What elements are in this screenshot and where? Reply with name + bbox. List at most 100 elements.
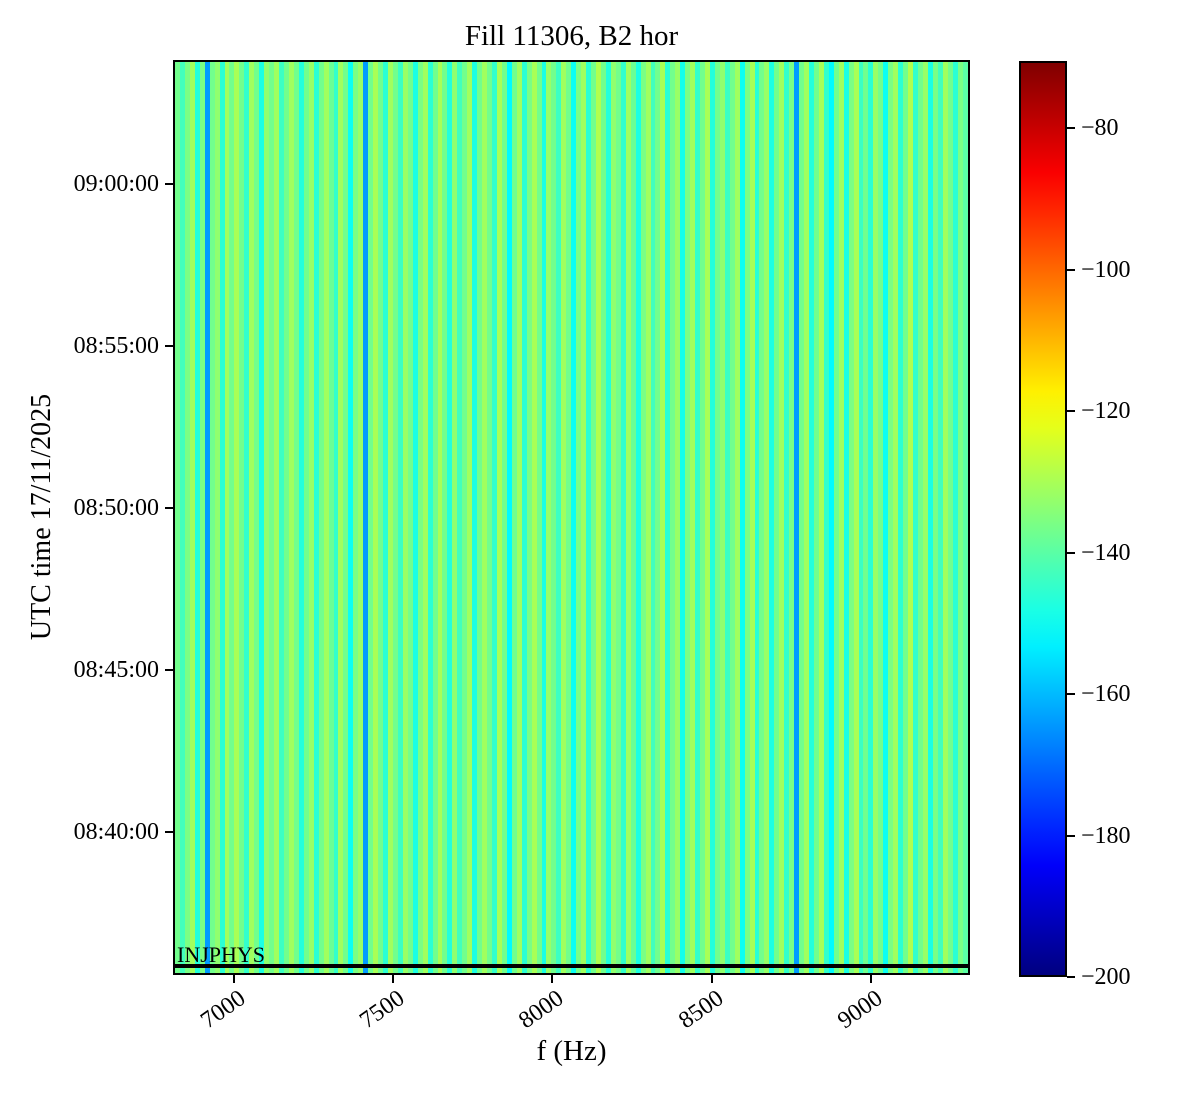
- heatmap-column: [610, 62, 616, 973]
- heatmap-column: [660, 62, 666, 973]
- heatmap-column: [477, 62, 483, 973]
- heatmap-column: [392, 62, 398, 973]
- heatmap-column: [432, 62, 438, 973]
- heatmap-column: [873, 62, 879, 973]
- heatmap-column: [467, 62, 473, 973]
- heatmap-column: [496, 62, 502, 973]
- x-tick-mark: [391, 975, 394, 983]
- heatmap-column: [492, 62, 497, 973]
- spectrogram-plot: INJPHYS: [173, 60, 970, 975]
- heatmap-column: [704, 62, 710, 973]
- heatmap-column: [714, 62, 720, 973]
- heatmap-column: [254, 62, 260, 973]
- heatmap-column: [779, 62, 785, 973]
- colorbar-tick-label: −200: [1081, 964, 1131, 990]
- heatmap-column: [506, 62, 512, 973]
- heatmap-column: [279, 62, 284, 973]
- heatmap-column: [521, 62, 527, 973]
- heatmap-column: [551, 62, 557, 973]
- x-axis-label: f (Hz): [536, 1035, 607, 1067]
- colorbar-tick-mark: [1067, 693, 1075, 696]
- colorbar: [1019, 61, 1067, 977]
- heatmap-column: [407, 62, 413, 973]
- heatmap-column: [194, 62, 200, 973]
- heatmap-column: [234, 62, 240, 973]
- x-tick-label: 7500: [355, 985, 410, 1035]
- heatmap-column: [804, 62, 809, 973]
- heatmap-column: [571, 62, 577, 973]
- y-tick-label: 08:50:00: [73, 495, 159, 522]
- heatmap-column: [759, 62, 765, 973]
- heatmap-column: [586, 62, 592, 973]
- heatmap-column: [328, 62, 334, 973]
- colorbar-tick-mark: [1067, 127, 1075, 130]
- heatmap-column: [868, 62, 874, 973]
- heatmap-column: [764, 62, 770, 973]
- colorbar-tick-label: −100: [1081, 256, 1131, 283]
- heatmap-column: [313, 62, 319, 973]
- heatmap-column: [239, 62, 245, 973]
- heatmap-column: [739, 62, 745, 973]
- x-tick-mark: [710, 975, 713, 983]
- heatmap-column: [303, 62, 309, 973]
- heatmap-column: [922, 62, 928, 973]
- heatmap-column: [383, 62, 388, 973]
- heatmap-column: [189, 62, 195, 973]
- heatmap-column: [214, 62, 220, 973]
- y-tick-mark: [165, 507, 173, 510]
- heatmap-column: [883, 62, 889, 973]
- x-tick-label: 8000: [514, 985, 569, 1035]
- heatmap-column: [204, 62, 210, 973]
- heatmap-column: [853, 62, 859, 973]
- heatmap-column: [937, 62, 943, 973]
- heatmap-column: [417, 62, 423, 973]
- colorbar-tick-mark: [1067, 551, 1075, 554]
- injphys-label: INJPHYS: [177, 942, 266, 967]
- heatmap-column: [318, 62, 324, 973]
- heatmap-column: [511, 62, 517, 973]
- heatmap-column: [447, 62, 453, 973]
- y-tick-mark: [165, 669, 173, 671]
- heatmap-column: [402, 62, 408, 973]
- heatmap-column: [863, 62, 869, 973]
- heatmap-column: [298, 62, 304, 973]
- heatmap-column: [462, 62, 468, 973]
- heatmap-column: [794, 62, 800, 973]
- heatmap-column: [719, 62, 725, 973]
- heatmap-column: [932, 62, 938, 973]
- heatmap-column: [561, 62, 567, 973]
- heatmap-column: [293, 62, 299, 973]
- heatmap-column: [813, 62, 819, 973]
- heatmap-column: [942, 62, 948, 973]
- heatmap-column: [615, 62, 621, 973]
- heatmap-column: [229, 62, 235, 973]
- heatmap-column: [927, 62, 933, 973]
- y-tick-mark: [165, 345, 173, 348]
- heatmap-column: [378, 62, 384, 973]
- heatmap-column: [957, 62, 963, 973]
- heatmap-column: [373, 62, 379, 973]
- heatmap-column: [695, 62, 701, 973]
- heatmap-column: [700, 62, 705, 973]
- heatmap-column: [283, 62, 289, 973]
- heatmap-column: [843, 62, 849, 973]
- x-tick-mark: [870, 975, 873, 983]
- heatmap-column: [175, 62, 180, 973]
- heatmap-column: [670, 62, 676, 973]
- colorbar-tick-label: −120: [1081, 398, 1131, 425]
- heatmap-column: [343, 62, 349, 973]
- y-tick-mark: [165, 830, 173, 833]
- heatmap-column: [645, 62, 651, 973]
- y-tick-label: 08:45:00: [73, 657, 159, 683]
- heatmap-column: [650, 62, 656, 973]
- heatmap-column: [903, 62, 909, 973]
- heatmap-column: [209, 62, 215, 973]
- heatmap-column: [274, 62, 280, 973]
- heatmap-column: [818, 62, 824, 973]
- colorbar-tick-mark: [1067, 834, 1075, 837]
- heatmap-column: [784, 62, 790, 973]
- chart-title: Fill 11306, B2 hor: [464, 20, 679, 52]
- heatmap-column: [516, 62, 522, 973]
- heatmap-column: [387, 62, 393, 973]
